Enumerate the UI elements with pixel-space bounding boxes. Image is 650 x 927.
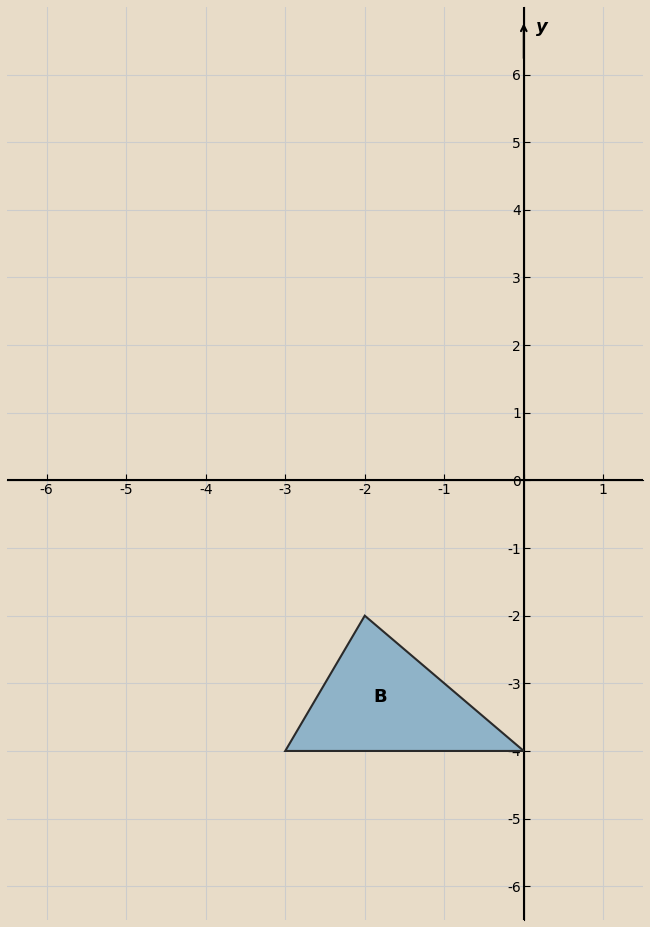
Text: y: y <box>536 19 547 36</box>
Polygon shape <box>285 616 524 751</box>
Text: B: B <box>374 688 387 705</box>
